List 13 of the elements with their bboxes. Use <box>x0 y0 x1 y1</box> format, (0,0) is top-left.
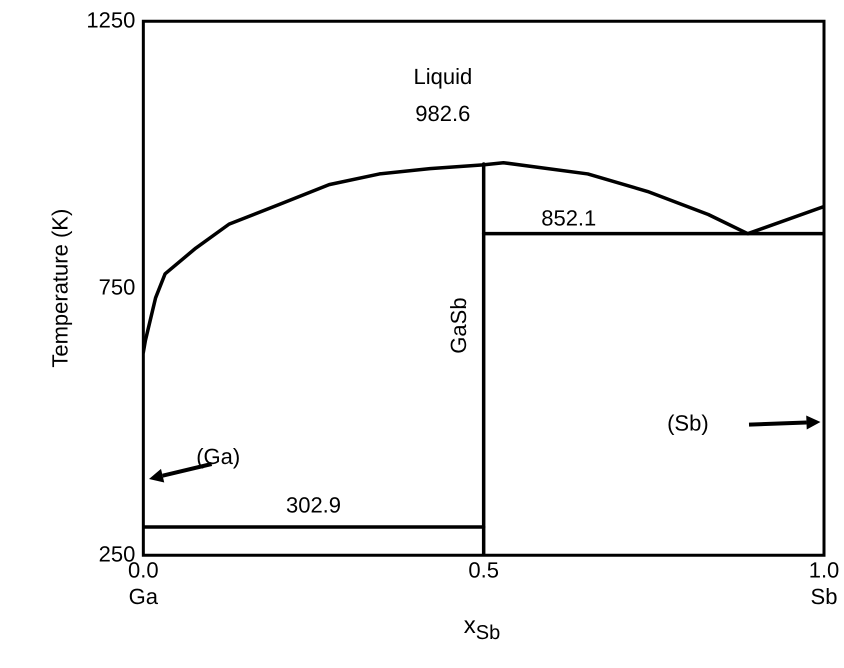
x-tick-label: 0.5 <box>468 557 499 582</box>
annotation: (Ga) <box>196 444 240 470</box>
y-tick-label: 1250 <box>86 7 136 32</box>
annotation: Liquid <box>413 64 472 89</box>
annotation: 852.1 <box>541 205 596 230</box>
annotation: 302.9 <box>286 492 342 518</box>
annotation: 982.6 <box>415 101 470 126</box>
annotation: GaSb <box>446 297 471 354</box>
x-axis-title: x$_{Sb}$ <box>462 612 502 645</box>
x-tick-label: 1.0 Sb <box>808 557 840 609</box>
y-tick-label: 750 <box>98 274 136 300</box>
annotation: (Sb) <box>667 410 709 436</box>
y-axis-title: Temperature (K) <box>47 208 72 368</box>
